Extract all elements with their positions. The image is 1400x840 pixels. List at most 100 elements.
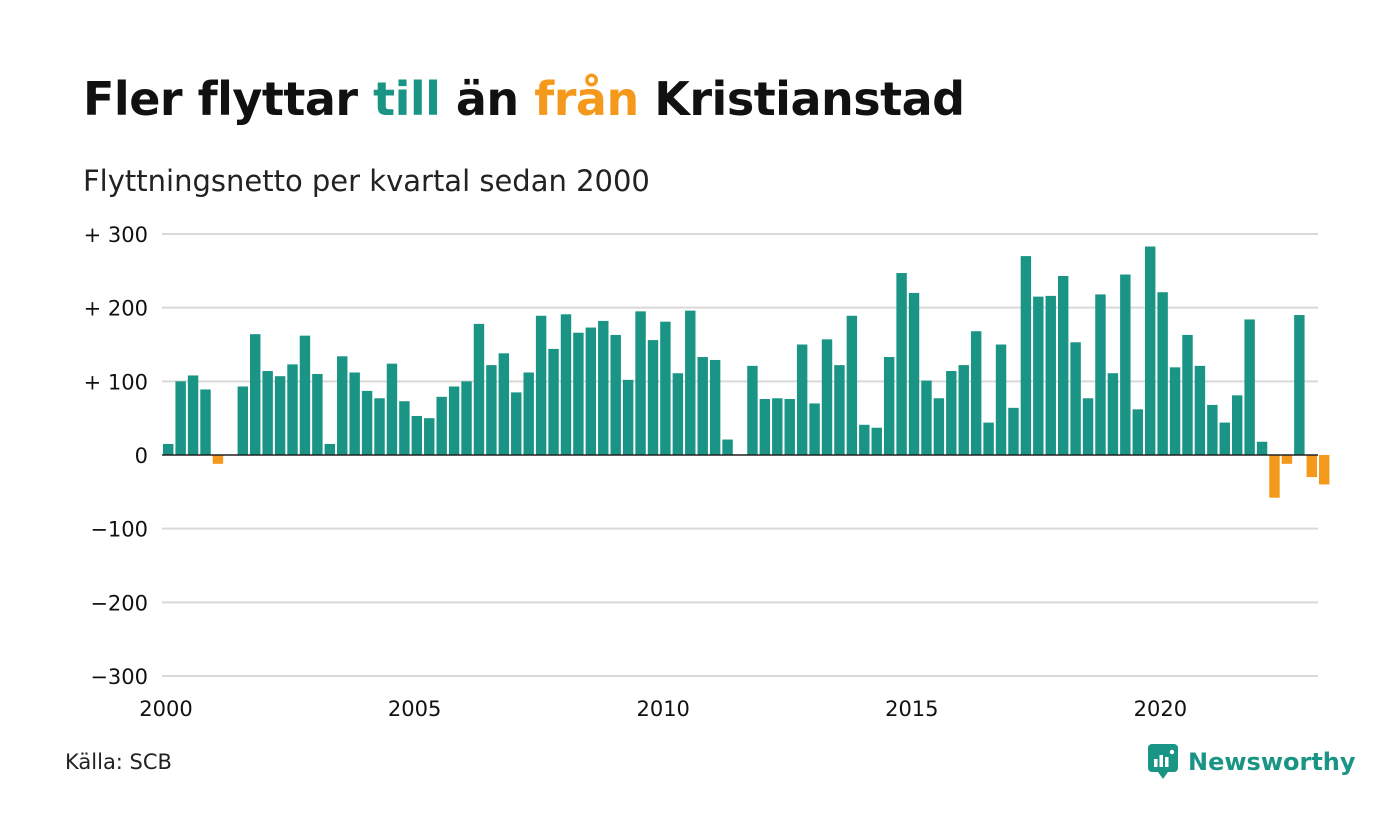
bar: [361, 390, 373, 455]
bar: [921, 380, 932, 455]
chart-subtitle: Flyttningsnetto per kvartal sedan 2000: [83, 164, 650, 198]
bar: [337, 356, 348, 455]
bar: [1107, 373, 1119, 455]
title-highlight-out: från: [534, 72, 639, 126]
bar: [1057, 275, 1069, 455]
bar: [1144, 246, 1156, 455]
bar: [212, 455, 224, 464]
y-tick-label: + 200: [84, 297, 148, 321]
bar: [163, 443, 174, 455]
bar: [523, 372, 534, 455]
bar: [200, 389, 211, 455]
bar: [772, 398, 783, 455]
bar: [1045, 295, 1056, 455]
bar: [187, 375, 199, 455]
bar: [1020, 256, 1032, 455]
bar: [1033, 296, 1044, 455]
y-tick-label: + 100: [84, 370, 148, 394]
bar: [1306, 455, 1317, 478]
bar: [1219, 422, 1230, 455]
bar: [834, 365, 845, 455]
bar: [946, 371, 957, 455]
y-tick-label: 0: [135, 444, 148, 468]
bar: [821, 339, 833, 455]
bar: [896, 273, 907, 455]
bar: [250, 334, 261, 455]
x-tick-label: 2015: [885, 697, 938, 721]
title-part-3: Kristianstad: [638, 72, 965, 126]
bar: [287, 364, 298, 455]
newsworthy-logo-icon: [1148, 744, 1178, 779]
bar: [908, 292, 920, 455]
bar: [511, 392, 522, 455]
bar: [1231, 395, 1243, 455]
bar: [411, 415, 423, 455]
bar: [324, 443, 336, 455]
bar: [871, 427, 882, 455]
bar: [1132, 409, 1143, 455]
bar: [660, 321, 671, 455]
bar: [1294, 315, 1305, 455]
bar: [1256, 441, 1268, 455]
bar: [1157, 292, 1168, 455]
chart-title: Fler flyttar till än från Kristianstad: [83, 72, 965, 126]
bar: [349, 372, 360, 455]
bar: [958, 365, 969, 455]
title-part-2: än: [440, 72, 535, 126]
y-tick-label: + 300: [84, 223, 148, 247]
bar: [883, 357, 895, 455]
bar: [498, 353, 510, 455]
bar: [709, 359, 721, 455]
bar: [573, 332, 584, 455]
bar: [1207, 404, 1218, 455]
bar: [672, 373, 684, 455]
bar: [274, 376, 286, 455]
bar: [486, 365, 497, 455]
bar: [312, 373, 323, 455]
bar: [1269, 455, 1280, 498]
bar: [846, 315, 858, 455]
bar: [796, 344, 808, 455]
bar: [461, 381, 472, 455]
title-part-1: Fler flyttar: [83, 72, 374, 126]
bar: [983, 422, 994, 455]
bar: [622, 379, 634, 455]
bar: [859, 424, 870, 455]
newsworthy-logo: Newsworthy: [1148, 744, 1356, 780]
bar: [1244, 319, 1255, 455]
bar: [1169, 367, 1181, 455]
bar: [610, 334, 621, 455]
y-tick-label: −100: [90, 518, 148, 542]
bar: [784, 399, 795, 455]
bar-layer: [163, 246, 1330, 498]
bar: [722, 439, 733, 455]
x-tick-label: 2020: [1134, 697, 1187, 721]
bar: [970, 331, 982, 455]
bar: [448, 386, 460, 455]
bar: [995, 344, 1007, 455]
title-highlight-in: till: [373, 72, 441, 126]
bar: [697, 357, 708, 455]
bar: [1120, 274, 1131, 455]
bar: [1082, 398, 1094, 455]
bar: [299, 335, 311, 455]
bar: [933, 398, 945, 455]
bar: [759, 399, 771, 455]
bar: [809, 403, 820, 455]
bar: [535, 315, 547, 455]
bar: [1194, 365, 1206, 455]
source-note: Källa: SCB: [65, 750, 172, 774]
x-tick-label: 2010: [636, 697, 689, 721]
bar: [1182, 334, 1193, 455]
x-tick-label: 2000: [139, 697, 192, 721]
bar: [262, 371, 273, 455]
bar: [1319, 455, 1330, 485]
bar: [1281, 455, 1293, 464]
axis-layer: + 300 + 200 + 100 0 −100 −200 −300 2000 2005 2010…: [84, 223, 1318, 721]
bar: [548, 348, 559, 455]
bar: [685, 310, 696, 455]
bar: [1070, 342, 1081, 455]
bar: [399, 401, 410, 455]
bar: [560, 314, 572, 455]
